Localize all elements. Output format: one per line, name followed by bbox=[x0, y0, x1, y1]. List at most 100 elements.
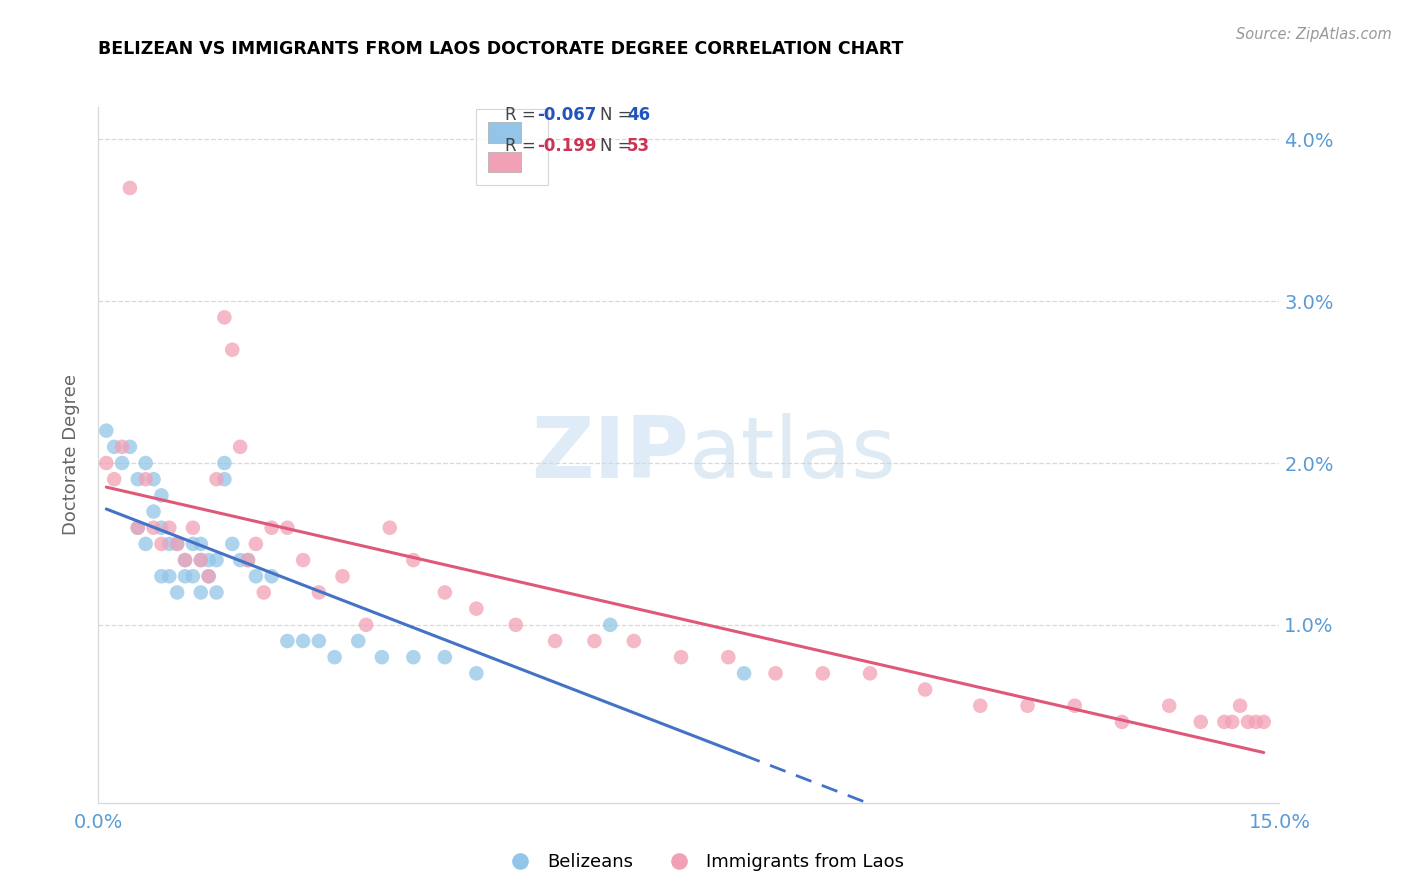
Point bbox=[544, 634, 567, 648]
Text: N =: N = bbox=[600, 137, 637, 155]
Point bbox=[150, 537, 173, 551]
Point bbox=[245, 537, 267, 551]
Point bbox=[214, 456, 236, 470]
Point bbox=[174, 553, 197, 567]
Point bbox=[197, 553, 219, 567]
Point bbox=[190, 585, 212, 599]
Point bbox=[150, 488, 173, 502]
Text: Source: ZipAtlas.com: Source: ZipAtlas.com bbox=[1236, 27, 1392, 42]
Point bbox=[174, 553, 197, 567]
Y-axis label: Doctorate Degree: Doctorate Degree bbox=[62, 375, 80, 535]
Text: N =: N = bbox=[600, 106, 637, 124]
Point bbox=[181, 537, 204, 551]
Point bbox=[214, 472, 236, 486]
Point bbox=[1220, 714, 1243, 729]
Point bbox=[914, 682, 936, 697]
Point bbox=[308, 585, 330, 599]
Point bbox=[150, 521, 173, 535]
Point bbox=[229, 553, 252, 567]
Point bbox=[260, 569, 283, 583]
Point bbox=[111, 440, 134, 454]
Point bbox=[190, 553, 212, 567]
Point bbox=[142, 472, 165, 486]
Point bbox=[276, 521, 298, 535]
Point bbox=[260, 521, 283, 535]
Point bbox=[205, 472, 228, 486]
Point bbox=[127, 521, 149, 535]
Point bbox=[402, 553, 425, 567]
Text: 53: 53 bbox=[627, 137, 650, 155]
Point bbox=[127, 521, 149, 535]
Point bbox=[103, 440, 125, 454]
Point bbox=[465, 666, 488, 681]
Text: 46: 46 bbox=[627, 106, 650, 124]
Point bbox=[166, 537, 188, 551]
Point bbox=[505, 617, 527, 632]
Point bbox=[811, 666, 834, 681]
Point bbox=[765, 666, 787, 681]
Point bbox=[157, 537, 180, 551]
Point bbox=[1111, 714, 1133, 729]
Point bbox=[859, 666, 882, 681]
Point bbox=[181, 521, 204, 535]
Point bbox=[214, 310, 236, 325]
Point bbox=[1237, 714, 1260, 729]
Point bbox=[142, 504, 165, 518]
Point bbox=[174, 569, 197, 583]
Point bbox=[308, 634, 330, 648]
Point bbox=[221, 343, 243, 357]
Point bbox=[205, 553, 228, 567]
Point bbox=[135, 537, 157, 551]
Point bbox=[127, 472, 149, 486]
Point bbox=[118, 440, 141, 454]
Text: BELIZEAN VS IMMIGRANTS FROM LAOS DOCTORATE DEGREE CORRELATION CHART: BELIZEAN VS IMMIGRANTS FROM LAOS DOCTORA… bbox=[98, 40, 904, 58]
Point bbox=[583, 634, 606, 648]
Point bbox=[733, 666, 755, 681]
Point bbox=[157, 521, 180, 535]
Point bbox=[118, 181, 141, 195]
Point bbox=[623, 634, 645, 648]
Point bbox=[1213, 714, 1236, 729]
Text: atlas: atlas bbox=[689, 413, 897, 497]
Point bbox=[1229, 698, 1251, 713]
Point bbox=[969, 698, 991, 713]
Point bbox=[197, 569, 219, 583]
Point bbox=[347, 634, 370, 648]
Point bbox=[1253, 714, 1275, 729]
Point bbox=[669, 650, 692, 665]
Point bbox=[142, 521, 165, 535]
Text: R =: R = bbox=[505, 137, 541, 155]
Point bbox=[111, 456, 134, 470]
Point bbox=[103, 472, 125, 486]
Point bbox=[332, 569, 354, 583]
Point bbox=[1063, 698, 1085, 713]
Point bbox=[197, 569, 219, 583]
Legend: , : , bbox=[475, 109, 548, 186]
Point bbox=[371, 650, 394, 665]
Point bbox=[433, 650, 456, 665]
Point bbox=[433, 585, 456, 599]
Point bbox=[717, 650, 740, 665]
Point bbox=[181, 569, 204, 583]
Point bbox=[276, 634, 298, 648]
Point bbox=[1244, 714, 1267, 729]
Point bbox=[157, 569, 180, 583]
Text: -0.067: -0.067 bbox=[537, 106, 596, 124]
Point bbox=[1189, 714, 1212, 729]
Point bbox=[1017, 698, 1039, 713]
Point bbox=[221, 537, 243, 551]
Text: -0.199: -0.199 bbox=[537, 137, 596, 155]
Point bbox=[402, 650, 425, 665]
Point bbox=[378, 521, 401, 535]
Point bbox=[96, 456, 118, 470]
Text: ZIP: ZIP bbox=[531, 413, 689, 497]
Point bbox=[205, 585, 228, 599]
Point bbox=[236, 553, 259, 567]
Point bbox=[135, 472, 157, 486]
Point bbox=[253, 585, 276, 599]
Point bbox=[190, 553, 212, 567]
Point bbox=[354, 617, 377, 632]
Point bbox=[166, 585, 188, 599]
Point bbox=[135, 456, 157, 470]
Point bbox=[96, 424, 118, 438]
